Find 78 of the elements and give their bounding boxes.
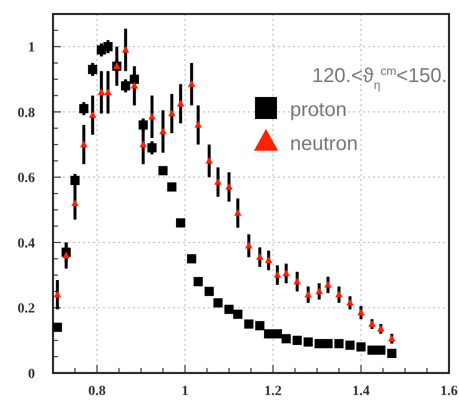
point bbox=[187, 254, 196, 264]
point bbox=[376, 346, 386, 355]
point bbox=[121, 81, 130, 90]
point bbox=[98, 88, 106, 96]
y-tick-label: 1 bbox=[28, 40, 35, 56]
point bbox=[345, 340, 355, 350]
point bbox=[194, 120, 202, 128]
point bbox=[148, 112, 156, 120]
point bbox=[54, 290, 62, 298]
point bbox=[324, 280, 332, 288]
point bbox=[315, 287, 323, 294]
point bbox=[204, 286, 214, 296]
point bbox=[225, 182, 233, 190]
point bbox=[80, 140, 88, 148]
point bbox=[234, 209, 242, 216]
point bbox=[176, 218, 186, 228]
point bbox=[104, 88, 112, 96]
y-tick-label: 0.2 bbox=[18, 302, 35, 317]
point bbox=[292, 336, 302, 345]
point bbox=[213, 298, 223, 308]
point bbox=[176, 100, 184, 106]
point bbox=[357, 308, 365, 316]
point bbox=[304, 290, 312, 298]
point bbox=[282, 334, 291, 344]
point bbox=[356, 342, 366, 352]
point bbox=[304, 337, 313, 347]
x-tick-label: 1.2 bbox=[264, 384, 282, 399]
annotation: 120.<ϑ$_{η}$$^{cm}$<150. bbox=[312, 64, 447, 92]
point bbox=[264, 329, 274, 338]
y-tick-label: 0 bbox=[28, 367, 35, 382]
point bbox=[205, 156, 213, 164]
point bbox=[79, 104, 88, 114]
y-tick-label: 0.8 bbox=[18, 106, 35, 121]
point bbox=[245, 242, 253, 248]
point bbox=[334, 339, 344, 348]
point bbox=[194, 277, 203, 286]
legend-label: neutron bbox=[290, 133, 358, 155]
point bbox=[158, 166, 168, 176]
point bbox=[388, 334, 396, 342]
point bbox=[264, 256, 272, 264]
point bbox=[52, 322, 62, 332]
point bbox=[377, 324, 385, 332]
point bbox=[244, 319, 254, 329]
point bbox=[255, 321, 264, 330]
point bbox=[188, 80, 196, 87]
point bbox=[282, 269, 290, 276]
point bbox=[103, 42, 113, 52]
point bbox=[88, 64, 98, 74]
point bbox=[256, 253, 264, 260]
legend-label: proton bbox=[290, 99, 347, 121]
point bbox=[224, 304, 234, 314]
point bbox=[71, 199, 79, 206]
point bbox=[346, 298, 354, 306]
point bbox=[335, 290, 343, 298]
point bbox=[272, 329, 282, 338]
point bbox=[367, 346, 377, 355]
point bbox=[323, 339, 333, 348]
point bbox=[387, 348, 396, 358]
point bbox=[139, 140, 147, 148]
point bbox=[159, 127, 167, 134]
point bbox=[274, 271, 282, 278]
x-tick-label: 0.8 bbox=[88, 384, 106, 399]
point bbox=[130, 82, 138, 89]
x-tick-label: 1.4 bbox=[352, 384, 370, 399]
point bbox=[88, 111, 96, 118]
point bbox=[168, 109, 176, 116]
point bbox=[293, 278, 301, 284]
point bbox=[122, 46, 130, 53]
y-tick-label: 0.4 bbox=[18, 236, 35, 252]
point bbox=[233, 310, 242, 319]
x-tick-label: 1 bbox=[182, 384, 188, 399]
point bbox=[368, 320, 376, 327]
y-tick-label: 0.6 bbox=[18, 171, 35, 186]
point bbox=[214, 178, 222, 185]
x-tick-label: 1.6 bbox=[440, 384, 458, 399]
point bbox=[62, 251, 70, 258]
point bbox=[167, 182, 176, 192]
point bbox=[314, 339, 324, 348]
